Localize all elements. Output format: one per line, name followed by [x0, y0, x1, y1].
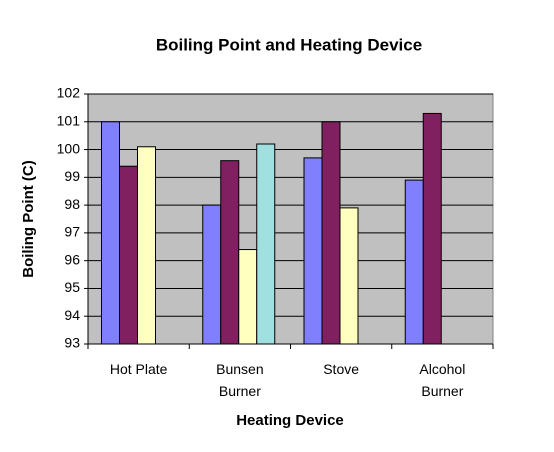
y-tick-label: 96: [64, 251, 80, 267]
x-tick-label: Bunsen Burner: [216, 361, 264, 399]
bar: [256, 143, 276, 345]
bar: [404, 179, 424, 345]
chart-title: Boiling Point and Heating Device: [156, 35, 422, 54]
bar: [220, 160, 240, 345]
bar: [101, 121, 120, 345]
x-tick-label: Hot Plate: [109, 361, 168, 377]
bar: [137, 146, 156, 345]
bar: [303, 157, 323, 345]
y-tick-label: 97: [64, 224, 80, 240]
y-tick-label: 102: [57, 85, 81, 101]
y-tick-label: 94: [64, 307, 80, 323]
x-tick-label: Alcohol Burner: [419, 361, 466, 399]
bar: [422, 112, 442, 345]
y-tick-label: 93: [64, 335, 80, 351]
bar: [202, 204, 222, 345]
bar: [119, 165, 138, 345]
bar: [321, 121, 341, 345]
x-tick-label: Stove: [323, 361, 360, 377]
y-tick-label: 98: [64, 196, 80, 212]
x-axis-label: Heating Device: [236, 412, 344, 429]
y-tick-label: 101: [57, 112, 81, 128]
y-tick-label: 99: [64, 168, 80, 184]
bar: [238, 249, 258, 345]
bar: [339, 207, 359, 345]
y-axis-label: Boiling Point (C): [20, 160, 37, 277]
y-tick-label: 95: [64, 279, 80, 295]
y-tick-label: 100: [57, 140, 81, 156]
